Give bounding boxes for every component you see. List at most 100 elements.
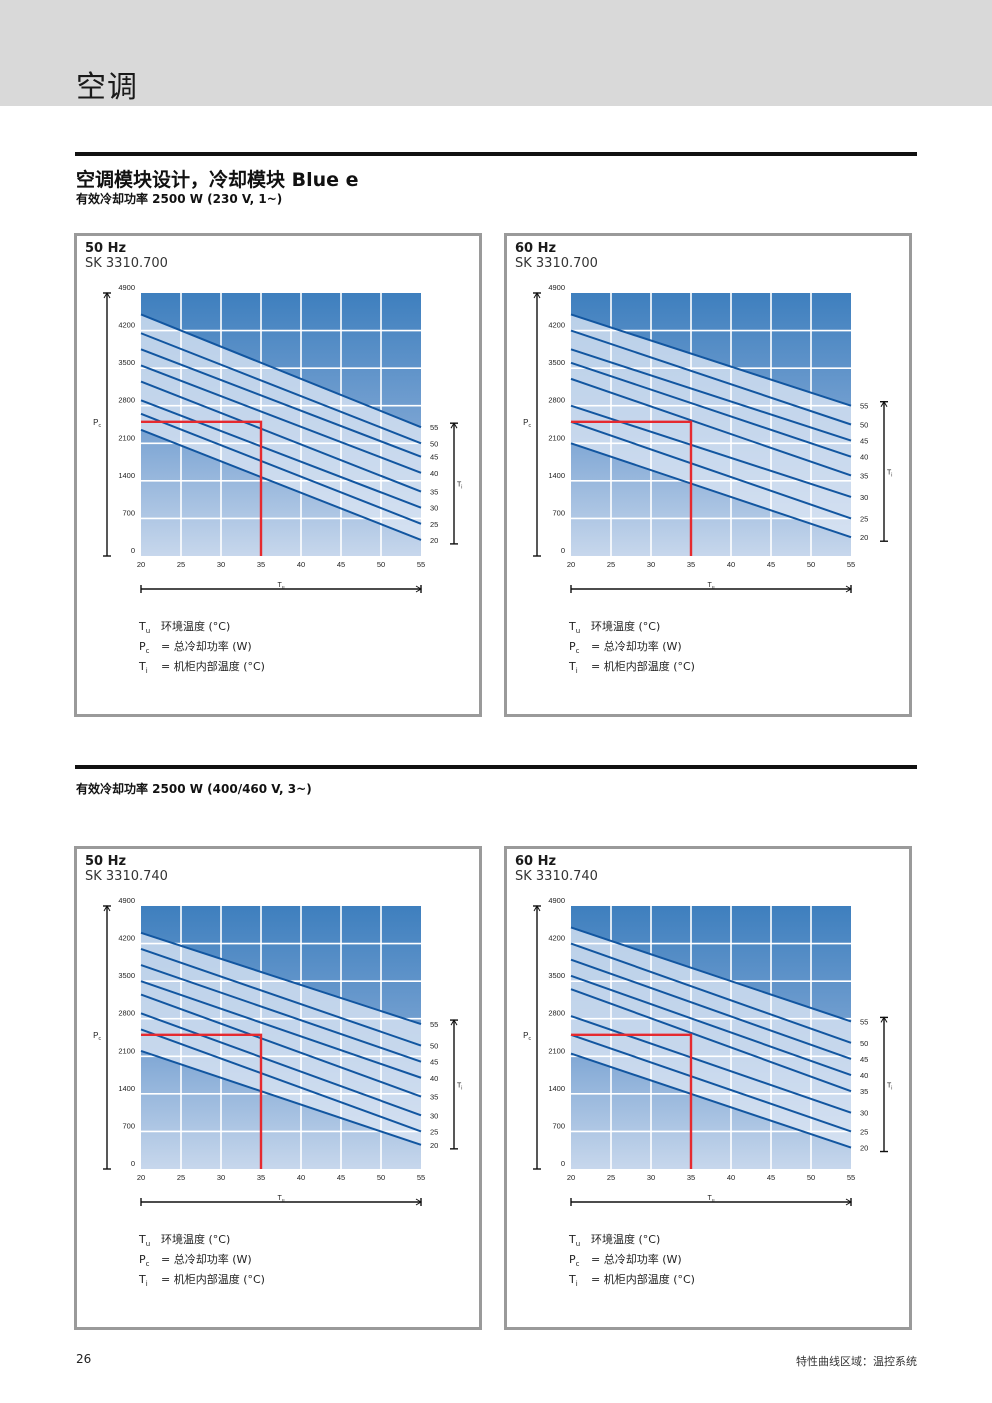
legend-row-pc: Pc = 总冷却功率 (W) xyxy=(569,640,682,656)
series-line-ti-45 xyxy=(140,348,422,458)
x-tick-label: 45 xyxy=(337,560,345,569)
legend-row-tu: Tu 环境温度 (°C) xyxy=(569,620,661,636)
y-tick-label: 1400 xyxy=(118,1084,135,1093)
x-tick-label: 30 xyxy=(647,560,655,569)
ti-axis-arrow xyxy=(450,1019,458,1026)
series-line-ti-30 xyxy=(570,1015,852,1114)
subtitle-400v: 有效冷却功率 2500 W (400/460 V, 3~) xyxy=(76,782,312,796)
y-axis-arrow xyxy=(103,905,111,912)
y-tick-label: 4900 xyxy=(548,896,565,905)
ti-axis-label: Ti xyxy=(887,1082,892,1091)
ti-value-label: 45 xyxy=(860,437,868,446)
y-tick-label: 4900 xyxy=(548,283,565,292)
y-tick-label: 2100 xyxy=(118,433,135,442)
x-axis-arrow xyxy=(415,1198,422,1206)
ti-axis-label: Ti xyxy=(457,482,462,491)
operating-point-marker xyxy=(571,1033,693,1169)
legend-row-tu: Tu 环境温度 (°C) xyxy=(139,620,231,636)
ti-value-label: 25 xyxy=(430,1127,438,1136)
x-axis-arrow xyxy=(845,1198,852,1206)
ti-value-label: 30 xyxy=(430,504,438,513)
x-tick-label: 25 xyxy=(607,560,615,569)
y-tick-label: 2100 xyxy=(548,433,565,442)
series-line-ti-50 xyxy=(140,332,422,445)
y-tick-label: 700 xyxy=(552,508,565,517)
ti-value-label: 40 xyxy=(860,1071,868,1080)
panel-frequency: 50 Hz xyxy=(85,854,127,869)
series-line-ti-20 xyxy=(140,1049,422,1146)
chart-panel: 50 Hz SK 3310.700 55 50 45 40 35 30 25 20 0 700 14… xyxy=(74,233,482,717)
y-axis-arrow xyxy=(533,905,541,912)
x-tick-label: 55 xyxy=(417,560,425,569)
characteristic-chart: 5550454035302520070014002100280035004200… xyxy=(523,283,892,593)
series-line-ti-35 xyxy=(140,993,422,1098)
y-tick-label: 700 xyxy=(122,508,135,517)
section-rule-mid xyxy=(75,765,917,769)
x-tick-label: 20 xyxy=(137,1173,145,1182)
ti-value-label: 55 xyxy=(860,1017,868,1026)
ti-axis-arrow xyxy=(450,422,458,429)
legend-row-ti: Ti = 机柜内部温度 (°C) xyxy=(569,660,695,676)
y-tick-label: 0 xyxy=(561,1159,565,1168)
y-axis-label: Pc xyxy=(93,1031,101,1042)
ti-value-label: 45 xyxy=(430,1058,438,1067)
y-axis-label: Pc xyxy=(523,1031,531,1042)
series-line-ti-20 xyxy=(570,442,852,539)
y-tick-label: 3500 xyxy=(548,358,565,367)
ti-value-label: 25 xyxy=(860,1127,868,1136)
series-line-ti-25 xyxy=(140,1028,422,1133)
x-tick-label: 35 xyxy=(687,560,695,569)
series-line-ti-45 xyxy=(570,348,852,442)
ti-value-label: 55 xyxy=(430,423,438,432)
chart-panel: 60 Hz SK 3310.740 55 50 45 40 35 30 25 20 0 700 14… xyxy=(504,846,912,1330)
x-tick-label: 35 xyxy=(687,1173,695,1182)
y-tick-label: 0 xyxy=(561,546,565,555)
page-title: 空调 xyxy=(76,70,138,105)
x-axis-label: Tu xyxy=(277,1195,284,1204)
x-tick-label: 30 xyxy=(217,1173,225,1182)
y-tick-label: 1400 xyxy=(548,1084,565,1093)
x-tick-label: 55 xyxy=(417,1173,425,1182)
x-tick-label: 45 xyxy=(767,1173,775,1182)
ti-value-label: 25 xyxy=(860,514,868,523)
ti-value-label: 20 xyxy=(430,536,438,545)
operating-point-marker xyxy=(571,420,693,556)
y-axis-arrow xyxy=(533,292,541,299)
ti-axis-arrow xyxy=(880,1016,888,1023)
y-tick-label: 4200 xyxy=(548,934,565,943)
y-tick-label: 4200 xyxy=(548,321,565,330)
chart-legend: Tu 环境温度 (°C) Pc = 总冷却功率 (W) Ti = 机柜内部温度 (°C… xyxy=(569,1232,695,1293)
ti-value-label: 30 xyxy=(860,1109,868,1118)
chart-panel: 60 Hz SK 3310.700 55 50 45 40 35 30 25 20 0 700 14… xyxy=(504,233,912,717)
ti-value-label: 25 xyxy=(430,520,438,529)
panel-model: SK 3310.700 xyxy=(515,256,598,271)
ti-value-label: 40 xyxy=(860,453,868,462)
x-tick-label: 25 xyxy=(177,1173,185,1182)
x-tick-label: 35 xyxy=(257,1173,265,1182)
ti-value-label: 50 xyxy=(860,421,868,430)
chart-legend: Tu 环境温度 (°C) Pc = 总冷却功率 (W) Ti = 机柜内部温度 (°C… xyxy=(139,619,265,680)
series-line-ti-40 xyxy=(570,361,852,458)
y-tick-label: 2800 xyxy=(548,396,565,405)
x-tick-label: 45 xyxy=(767,560,775,569)
ti-value-label: 20 xyxy=(860,533,868,542)
panel-frequency: 60 Hz xyxy=(515,241,557,256)
operating-band xyxy=(141,932,421,1145)
x-axis-label: Tu xyxy=(707,1195,714,1204)
y-tick-label: 4200 xyxy=(118,321,135,330)
x-tick-label: 40 xyxy=(297,560,305,569)
ti-value-label: 20 xyxy=(430,1141,438,1150)
x-axis-label: Tu xyxy=(707,582,714,591)
operating-point-marker xyxy=(141,420,263,556)
x-tick-label: 20 xyxy=(567,1173,575,1182)
series-line-ti-55 xyxy=(570,926,852,1023)
legend-row-ti: Ti = 机柜内部温度 (°C) xyxy=(139,1273,265,1289)
ti-value-label: 50 xyxy=(860,1039,868,1048)
series-line-ti-35 xyxy=(140,380,422,493)
y-tick-label: 3500 xyxy=(548,971,565,980)
legend-row-pc: Pc = 总冷却功率 (W) xyxy=(139,640,252,656)
y-tick-label: 2800 xyxy=(118,1009,135,1018)
ti-axis-label: Ti xyxy=(887,469,892,478)
x-tick-label: 30 xyxy=(647,1173,655,1182)
panel-frequency: 60 Hz xyxy=(515,854,557,869)
